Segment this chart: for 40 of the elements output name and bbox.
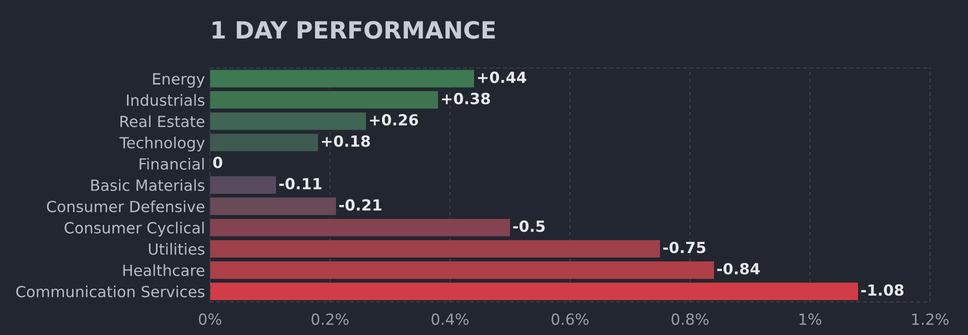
data-label: +0.44 [478,72,526,84]
y-tick-label: Utilities [148,243,204,255]
bar [210,112,366,130]
chart-title: 1 DAY PERFORMANCE [212,20,495,39]
data-label: -0.5 [513,220,545,232]
data-label: +0.38 [442,92,490,104]
y-tick-label: Energy [153,73,205,88]
y-tick-label: Industrials [127,94,204,106]
data-label: +0.26 [370,114,418,126]
bar [210,70,474,88]
y-tick-label: Healthcare [123,264,204,276]
x-tick-label: 1% [800,313,822,325]
y-tick-label: Financial [140,158,204,170]
x-tick-label: 0.8% [672,313,709,325]
y-tick-label: Technology [120,136,205,152]
data-label: -1.08 [861,284,904,296]
x-tick-label: 1.2% [912,313,949,325]
bar [210,218,510,236]
bar [210,134,318,152]
bar [210,91,438,109]
data-label: -0.21 [339,199,382,211]
data-label: -0.84 [717,262,760,275]
data-label: 0 [213,156,222,168]
bar [210,176,276,194]
bar [210,282,858,300]
data-label: -0.11 [279,178,322,190]
bar [210,240,660,258]
data-label: -0.75 [663,242,706,254]
y-tick-label: Consumer Cyclical [64,222,204,237]
bar [210,198,336,215]
data-label: +0.18 [322,135,370,147]
y-tick-label: Consumer Defensive [46,200,204,212]
x-tick-label: 0.4% [432,313,469,325]
x-tick-label: 0% [198,313,222,325]
x-tick-label: 0.2% [312,313,349,325]
y-tick-label: Basic Materials [91,179,204,192]
y-tick-label: Communication Services [16,286,204,298]
x-tick-label: 0.6% [552,313,589,325]
y-tick-label: Real Estate [120,115,204,128]
bar [210,261,714,279]
